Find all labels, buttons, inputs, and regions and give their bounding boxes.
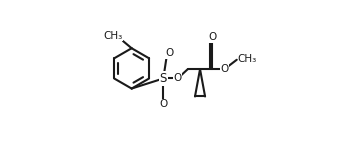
Text: O: O xyxy=(173,73,182,84)
Text: CH₃: CH₃ xyxy=(238,54,257,64)
Text: O: O xyxy=(208,32,216,42)
Text: CH₃: CH₃ xyxy=(103,31,122,41)
Text: O: O xyxy=(165,48,173,58)
Text: O: O xyxy=(221,64,229,74)
Text: S: S xyxy=(160,72,167,85)
Text: O: O xyxy=(159,99,167,109)
